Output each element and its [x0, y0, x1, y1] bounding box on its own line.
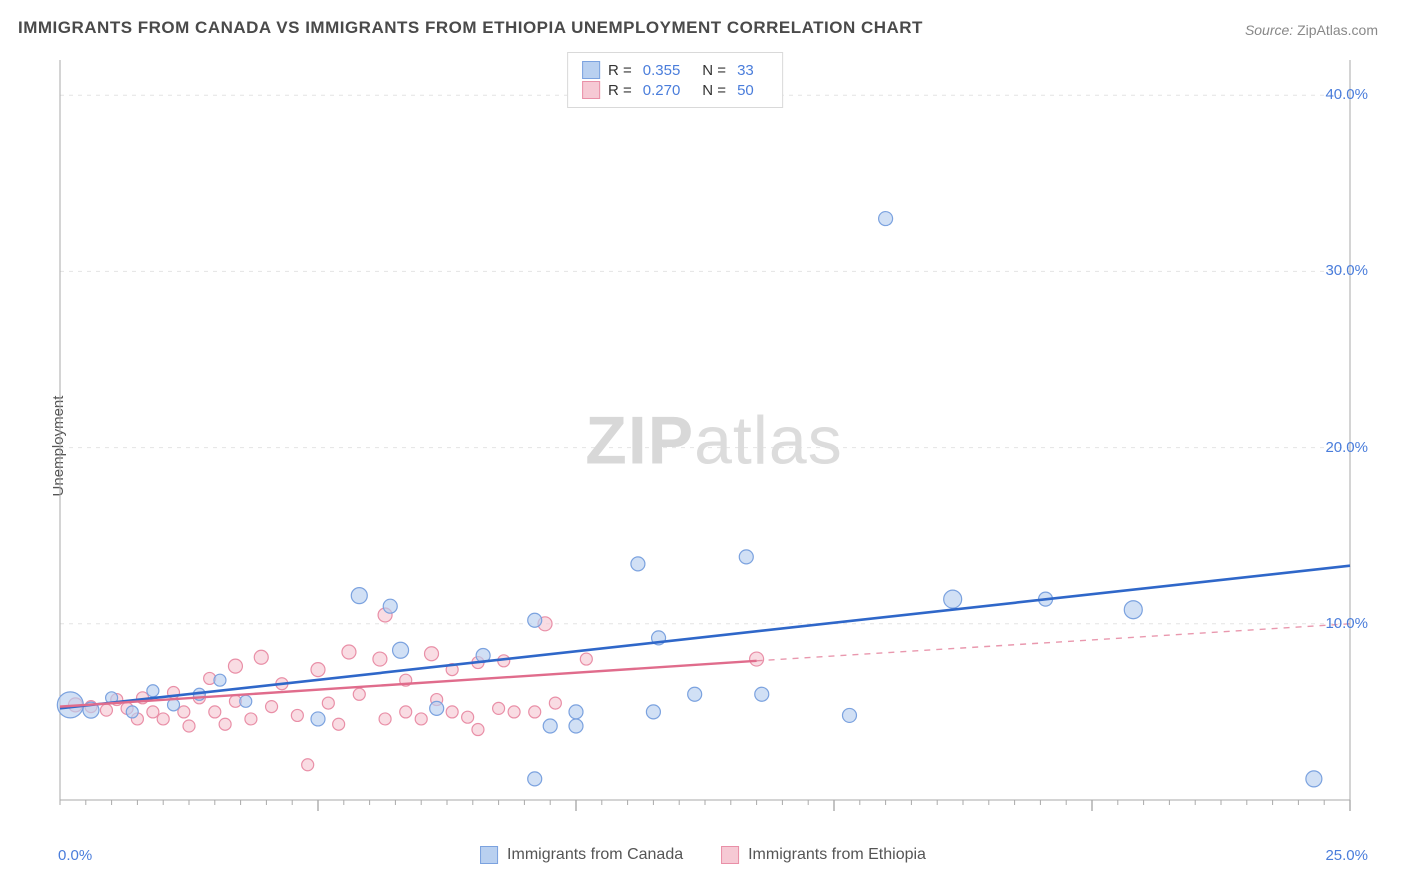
legend-label: Immigrants from Ethiopia	[748, 846, 926, 864]
chart-title: IMMIGRANTS FROM CANADA VS IMMIGRANTS FRO…	[18, 18, 923, 38]
legend-item: Immigrants from Canada	[480, 846, 683, 864]
series-legend: Immigrants from Canada Immigrants from Et…	[480, 846, 926, 864]
y-tick-label: 10.0%	[1325, 615, 1368, 632]
legend-swatch	[582, 81, 600, 99]
y-tick-label: 20.0%	[1325, 439, 1368, 456]
legend-item: Immigrants from Ethiopia	[721, 846, 926, 864]
source-label: Source:	[1245, 22, 1293, 38]
x-axis-max-label: 25.0%	[1325, 847, 1368, 864]
y-tick-label: 40.0%	[1325, 86, 1368, 103]
source-attribution: Source: ZipAtlas.com	[1245, 22, 1378, 38]
legend-swatch	[582, 61, 600, 79]
source-value: ZipAtlas.com	[1297, 22, 1378, 38]
legend-label: Immigrants from Canada	[507, 846, 683, 864]
legend-row: R =0.355N =33	[582, 61, 768, 79]
legend-swatch	[721, 846, 739, 864]
x-axis-min-label: 0.0%	[58, 847, 92, 864]
legend-swatch	[480, 846, 498, 864]
correlation-legend: R =0.355N =33 R =0.270N =50	[567, 52, 783, 108]
legend-row: R =0.270N =50	[582, 81, 768, 99]
y-tick-label: 30.0%	[1325, 262, 1368, 279]
scatter-chart	[56, 50, 1372, 840]
